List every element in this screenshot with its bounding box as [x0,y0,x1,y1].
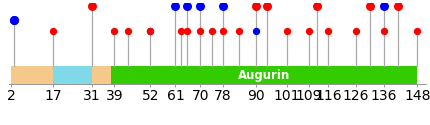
Point [197,5,204,7]
Point [381,30,387,32]
Point [253,30,260,32]
Point [111,30,118,32]
Point [125,30,132,32]
Point [11,19,18,21]
Point [414,30,421,32]
Point [208,30,215,32]
Point [283,30,290,32]
Point [11,19,18,21]
Point [147,30,154,32]
Point [314,5,321,7]
Bar [111,66,418,84]
Point [219,5,226,7]
Point [147,30,154,32]
Bar [53,66,92,84]
Point [219,30,226,32]
Bar [92,66,111,84]
Point [353,30,359,32]
Point [381,5,387,7]
Point [236,30,243,32]
Text: Augurin: Augurin [238,68,291,82]
Bar [11,66,53,84]
Point [178,30,184,32]
Point [253,5,260,7]
Point [49,30,56,32]
Point [394,5,401,7]
Point [325,30,332,32]
Point [197,30,204,32]
Point [172,5,179,7]
Point [183,5,190,7]
Point [264,5,270,7]
Point [183,30,190,32]
Point [305,30,312,32]
Point [367,5,374,7]
Point [89,5,95,7]
